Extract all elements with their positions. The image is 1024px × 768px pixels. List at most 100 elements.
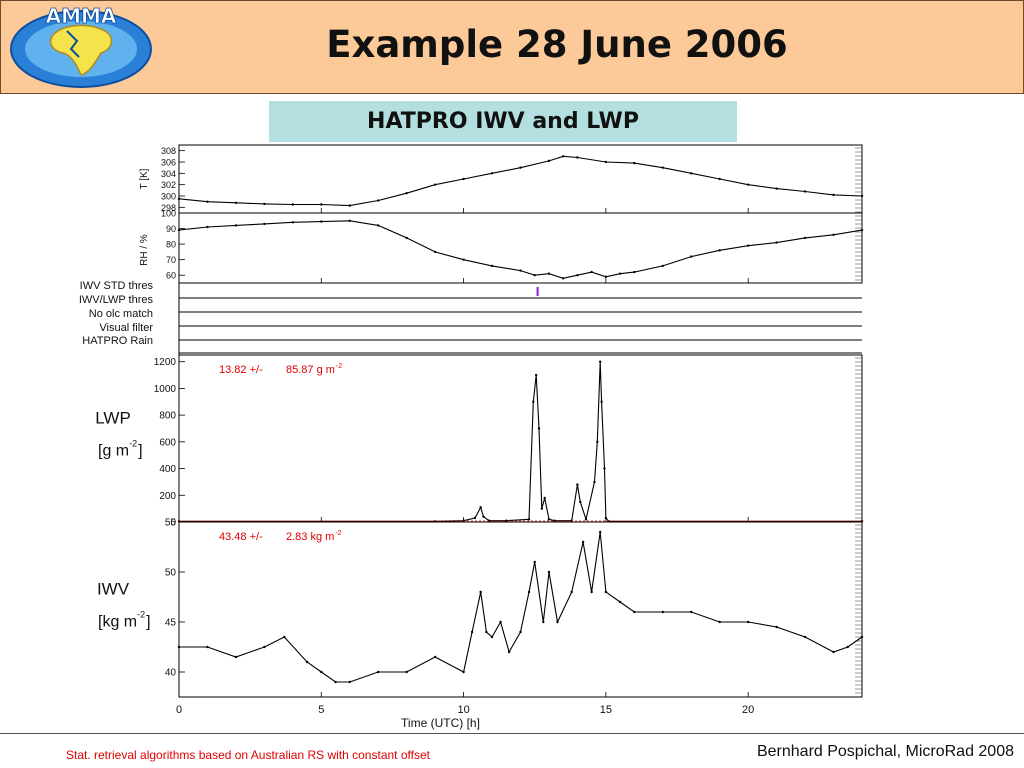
temperature-data-point (576, 156, 579, 159)
relative-humidity-data-point (462, 258, 465, 261)
temperature-ytick-label: 298 (161, 203, 176, 213)
temperature-ytick-label: 304 (161, 169, 176, 179)
relative-humidity-data-point (291, 221, 295, 224)
lwp-data-point (593, 480, 596, 484)
relative-humidity-data-point (633, 270, 636, 274)
temperature-data-point (803, 190, 807, 193)
temperature-data-point (690, 172, 693, 175)
iwv-data-point (860, 635, 864, 639)
flag-row-label: IWV STD thres (80, 280, 154, 292)
temperature-data-point (206, 200, 209, 203)
footer-author: Bernhard Pospichal, MicroRad 2008 (756, 743, 1014, 760)
lwp-data-point (479, 506, 482, 509)
relative-humidity-data-point (348, 219, 351, 222)
relative-humidity-data-point (576, 274, 579, 277)
flag-row-label: No olc match (89, 308, 153, 320)
temperature-ylabel: T [K] (139, 168, 150, 189)
relative-humidity-data-point (590, 270, 593, 274)
lwp-data-point (527, 518, 531, 521)
lwp-ytick-label: 800 (159, 411, 176, 422)
iwv-data-point (519, 630, 522, 634)
temperature-data-point (832, 193, 835, 197)
lwp-series-line (179, 361, 862, 522)
iwv-data-point (377, 670, 380, 674)
temperature-data-point (348, 204, 351, 207)
iwv-ytick-label: 40 (165, 668, 177, 679)
footer-note: Stat. retrieval algorithms based on Aust… (66, 748, 430, 762)
relative-humidity-data-point (263, 222, 266, 226)
iwv-data-point (507, 650, 511, 654)
iwv-ylabel-unit-sup: -2 (137, 610, 145, 620)
amma-logo: AMMA (10, 5, 152, 88)
iwv-data-point (618, 600, 622, 604)
iwv-annotation-std: 2.83 kg m (286, 531, 334, 543)
flag-row-label: IWV/LWP thres (79, 294, 154, 306)
iwv-data-point (479, 590, 482, 594)
iwv-data-point (234, 655, 238, 659)
lwp-data-point (473, 516, 477, 520)
temperature-data-point (462, 177, 465, 181)
iwv-data-point (633, 610, 636, 614)
relative-humidity-data-point (832, 233, 835, 236)
iwv-data-point (348, 680, 351, 684)
page-title: Example 28 June 2006 (326, 23, 788, 66)
iwv-annotation-value: 43.48 +/- (219, 531, 263, 543)
relative-humidity-ytick-label: 60 (166, 271, 176, 281)
lwp-data-point (534, 373, 538, 377)
iwv-data-point (320, 670, 323, 674)
lwp-data-point (576, 483, 579, 486)
relative-humidity-data-point (746, 244, 750, 247)
temperature-data-point (320, 203, 323, 206)
iwv-data-point (527, 590, 531, 594)
temperature-data-point (291, 203, 295, 206)
iwv-data-point (775, 625, 778, 629)
lwp-data-point (603, 467, 606, 470)
lwp-ytick-label: 400 (159, 464, 176, 475)
lwp-ylabel: LWP (95, 409, 131, 428)
relative-humidity-data-point (234, 224, 238, 227)
lwp-ylabel-unit: [g m (98, 443, 129, 460)
temperature-data-point (604, 160, 608, 164)
relative-humidity-data-point (604, 275, 608, 278)
chart-title: HATPRO IWV and LWP (269, 101, 737, 142)
iwv-ytick-label: 50 (165, 568, 177, 579)
iwv-data-point (604, 590, 608, 594)
temperature-ytick-label: 306 (161, 158, 176, 168)
temperature-ytick-label: 308 (161, 146, 176, 156)
lwp-annotation-value: 13.82 +/- (219, 364, 263, 376)
iwv-data-point (718, 620, 721, 624)
iwv-data-point (499, 620, 502, 624)
relative-humidity-data-point (561, 277, 565, 280)
temperature-data-point (377, 199, 380, 202)
temperature-data-point (746, 183, 750, 186)
lwp-ytick-label: 0 (170, 518, 176, 529)
lwp-ytick-label: 1200 (154, 357, 177, 368)
temperature-series-line (178, 155, 863, 207)
iwv-ytick-label: 45 (165, 618, 177, 629)
xtick-label: 5 (318, 704, 324, 716)
relative-humidity-data-point (206, 225, 209, 229)
relative-humidity-data-point (320, 220, 323, 223)
xtick-label: 0 (176, 704, 182, 716)
iwv-data-point (803, 635, 807, 639)
relative-humidity-ytick-label: 80 (166, 240, 176, 250)
rh-ylabel: RH / % (139, 234, 150, 266)
iwv-series-line (179, 531, 863, 683)
temperature-data-point (234, 201, 238, 204)
lwp-data-point (579, 500, 582, 504)
lwp-data-point (505, 519, 508, 522)
lwp-ylabel-unit-close: ] (138, 443, 142, 460)
lwp-data-point (543, 496, 546, 500)
iwv-data-point (832, 650, 835, 654)
lwp-ytick-label: 1000 (154, 384, 177, 395)
relative-humidity-data-point (803, 236, 807, 240)
lwp-data-point (584, 518, 588, 521)
iwv-data-point (334, 680, 337, 684)
temperature-data-point (490, 172, 494, 175)
temperature-ytick-label: 302 (161, 180, 176, 190)
relative-humidity-data-point (533, 274, 536, 277)
lwp-frame (178, 354, 863, 523)
iwv-data-point (405, 670, 408, 674)
temperature-data-point (405, 191, 408, 195)
iwv-data-point (470, 630, 474, 634)
